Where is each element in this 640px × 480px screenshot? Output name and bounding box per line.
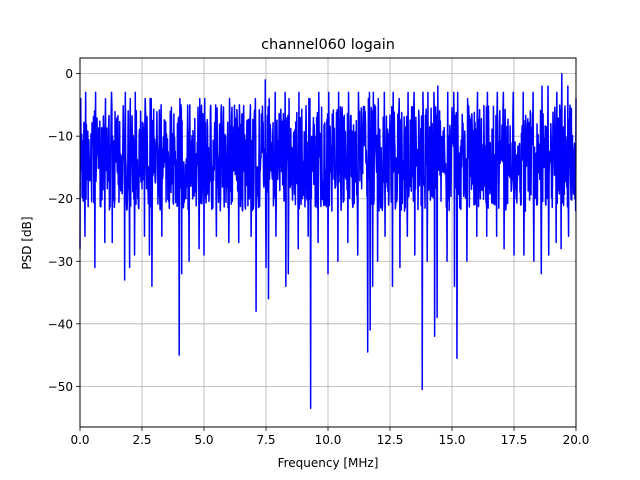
y-tick-label: −30 [48,255,73,269]
psd-series-line [79,72,577,409]
x-tick-label: 17.5 [501,433,528,447]
y-axis-ticks: 0 −10 −20 −30 −40 −50 [48,67,80,394]
x-tick-label: 20.0 [563,433,590,447]
y-tick-label: −20 [48,192,73,206]
y-axis-label: PSD [dB] [20,216,34,269]
y-tick-label: −40 [48,317,73,331]
x-axis-ticks: 0.0 2.5 5.0 7.5 10.0 12.5 15.0 17.5 20.0 [70,427,589,447]
x-tick-label: 10.0 [315,433,342,447]
chart-title: channel060 logain [261,37,395,53]
y-tick-label: −50 [48,380,73,394]
psd-trace [79,72,577,409]
x-tick-label: 12.5 [377,433,404,447]
y-tick-label: 0 [65,67,73,81]
x-tick-label: 5.0 [194,433,213,447]
x-tick-label: 15.0 [439,433,466,447]
x-tick-label: 2.5 [132,433,151,447]
x-tick-label: 7.5 [256,433,275,447]
x-tick-label: 0.0 [70,433,89,447]
x-axis-label: Frequency [MHz] [278,456,379,470]
y-tick-label: −10 [48,130,73,144]
